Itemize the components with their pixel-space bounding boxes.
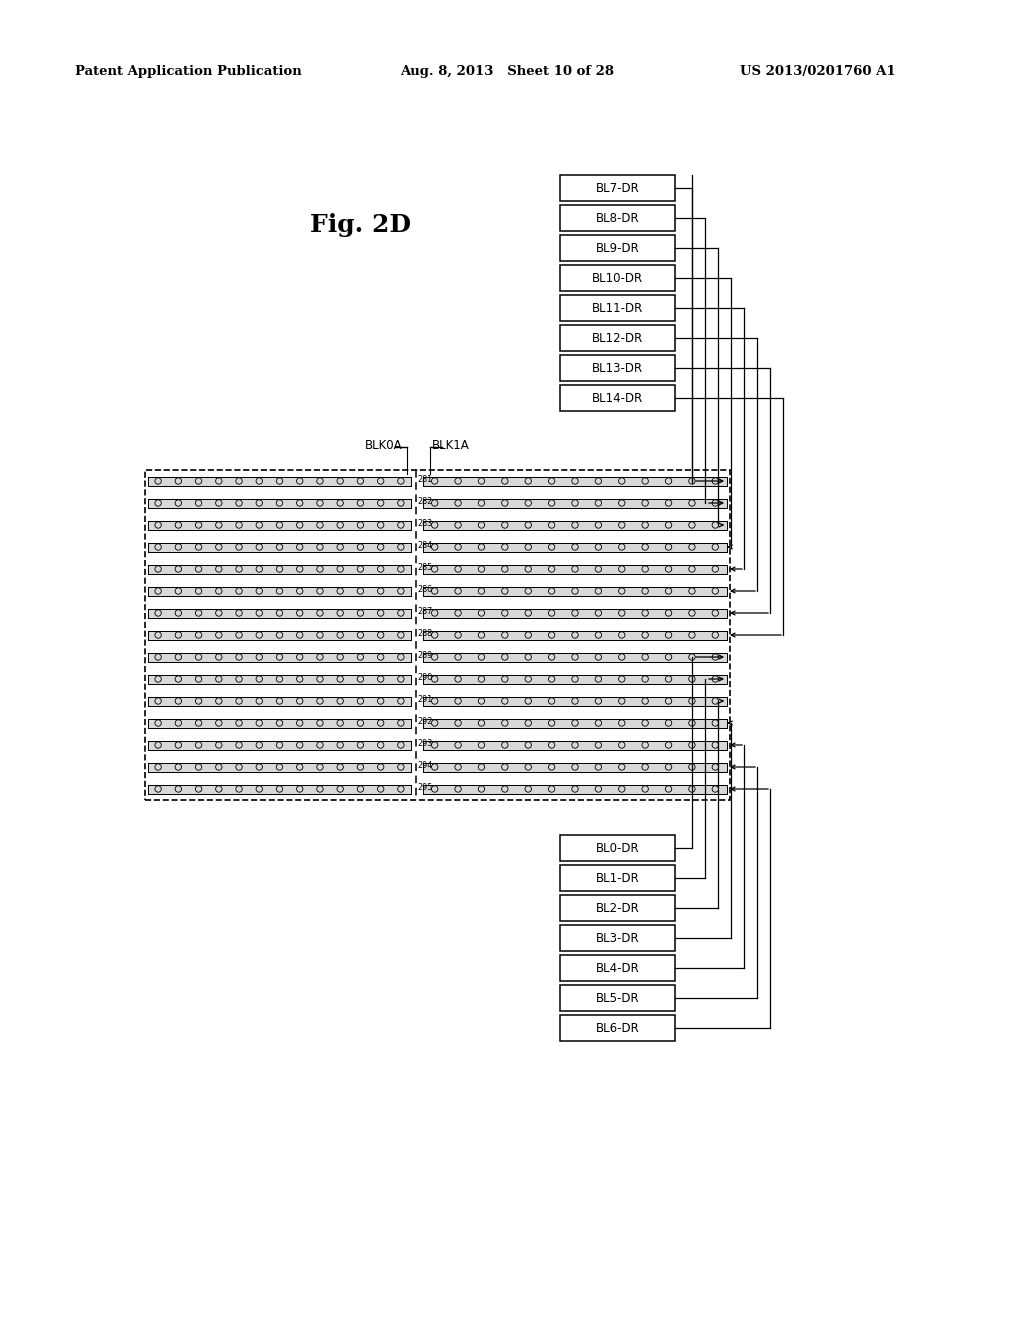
Text: 284: 284: [417, 541, 432, 550]
Text: BL8-DR: BL8-DR: [596, 211, 639, 224]
Bar: [423, 741, 727, 750]
Bar: [423, 609, 727, 618]
Bar: [148, 675, 411, 684]
Text: 288: 288: [417, 630, 432, 639]
Text: BL6-DR: BL6-DR: [596, 1022, 639, 1035]
Text: BL13-DR: BL13-DR: [592, 362, 643, 375]
Bar: [148, 477, 411, 486]
Bar: [148, 520, 411, 529]
Bar: [423, 697, 727, 705]
Bar: [560, 925, 675, 950]
Bar: [560, 385, 675, 411]
Bar: [148, 652, 411, 661]
Text: BL7-DR: BL7-DR: [596, 181, 639, 194]
Text: BLK1A: BLK1A: [432, 440, 470, 451]
Bar: [423, 675, 727, 684]
Text: BLK0A: BLK0A: [365, 440, 402, 451]
Bar: [560, 265, 675, 290]
Text: BL1-DR: BL1-DR: [596, 871, 639, 884]
Bar: [148, 763, 411, 771]
Text: BL3-DR: BL3-DR: [596, 932, 639, 945]
Text: 295: 295: [417, 784, 432, 792]
Text: 294: 294: [417, 762, 432, 771]
Bar: [560, 176, 675, 201]
Bar: [148, 499, 411, 507]
Text: 293: 293: [417, 739, 432, 748]
Bar: [560, 954, 675, 981]
Text: BL5-DR: BL5-DR: [596, 991, 639, 1005]
Bar: [148, 697, 411, 705]
Text: 289: 289: [417, 652, 432, 660]
Text: 285: 285: [417, 564, 432, 573]
Text: 290: 290: [417, 673, 432, 682]
Bar: [145, 470, 730, 800]
Bar: [423, 499, 727, 507]
Text: BL2-DR: BL2-DR: [596, 902, 639, 915]
Bar: [423, 477, 727, 486]
Text: 292: 292: [417, 718, 432, 726]
Bar: [148, 784, 411, 793]
Text: BL4-DR: BL4-DR: [596, 961, 639, 974]
Text: 283: 283: [417, 520, 432, 528]
Bar: [560, 836, 675, 861]
Text: BL9-DR: BL9-DR: [596, 242, 639, 255]
Bar: [148, 543, 411, 552]
Text: BL14-DR: BL14-DR: [592, 392, 643, 404]
Bar: [560, 865, 675, 891]
Bar: [148, 718, 411, 727]
Bar: [423, 718, 727, 727]
Text: 281: 281: [417, 475, 432, 484]
Bar: [148, 631, 411, 639]
Bar: [560, 985, 675, 1011]
Bar: [560, 205, 675, 231]
Bar: [560, 294, 675, 321]
Bar: [148, 741, 411, 750]
Bar: [423, 520, 727, 529]
Bar: [148, 586, 411, 595]
Bar: [423, 543, 727, 552]
Text: BL0-DR: BL0-DR: [596, 842, 639, 854]
Bar: [560, 235, 675, 261]
Bar: [423, 784, 727, 793]
Bar: [148, 609, 411, 618]
Text: Aug. 8, 2013   Sheet 10 of 28: Aug. 8, 2013 Sheet 10 of 28: [400, 66, 614, 78]
Text: BL10-DR: BL10-DR: [592, 272, 643, 285]
Text: 287: 287: [417, 607, 432, 616]
Text: 286: 286: [417, 586, 432, 594]
Bar: [423, 631, 727, 639]
Text: 291: 291: [417, 696, 432, 705]
Text: Fig. 2D: Fig. 2D: [310, 213, 411, 238]
Bar: [148, 565, 411, 573]
Bar: [560, 1015, 675, 1041]
Bar: [423, 586, 727, 595]
Bar: [560, 895, 675, 921]
Text: US 2013/0201760 A1: US 2013/0201760 A1: [740, 66, 896, 78]
Bar: [423, 763, 727, 771]
Bar: [560, 355, 675, 381]
Bar: [423, 565, 727, 573]
Bar: [560, 325, 675, 351]
Text: Patent Application Publication: Patent Application Publication: [75, 66, 302, 78]
Text: 282: 282: [417, 498, 432, 507]
Text: BL11-DR: BL11-DR: [592, 301, 643, 314]
Text: BL12-DR: BL12-DR: [592, 331, 643, 345]
Bar: [423, 652, 727, 661]
